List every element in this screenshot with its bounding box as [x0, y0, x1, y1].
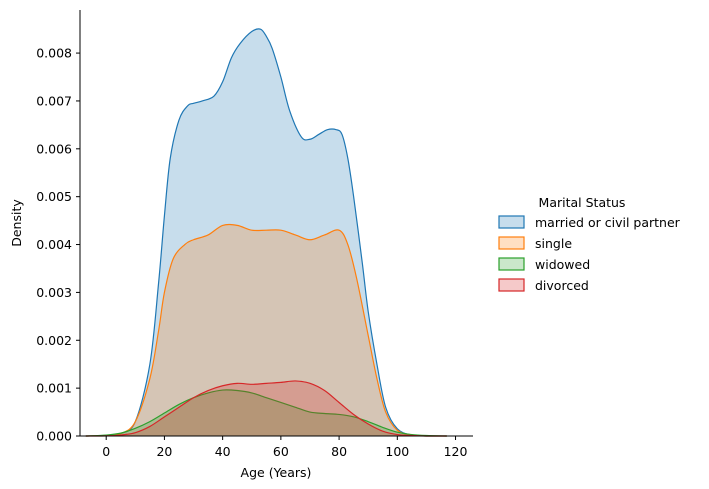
x-tick-label: 80: [331, 444, 347, 459]
y-tick-label: 0.005: [36, 189, 72, 204]
legend-label-widowed: widowed: [535, 257, 590, 272]
y-ticks: 0.000 0.001 0.002 0.003 0.004 0.005 0.006 0.007…: [36, 46, 80, 444]
series-layer: [85, 28, 447, 437]
series-line-widowed: [85, 389, 447, 437]
legend-label-single: single: [535, 236, 572, 251]
y-axis-label: Density: [9, 199, 24, 247]
x-tick-label: 20: [156, 444, 172, 459]
legend-swatch-single: [498, 236, 525, 250]
y-tick-label: 0.004: [36, 237, 72, 252]
legend-label-married: married or civil partner: [535, 215, 681, 230]
series-line-divorced: [85, 380, 447, 437]
legend-title: Marital Status: [539, 195, 626, 210]
legend-swatch-widowed: [498, 257, 525, 271]
x-tick-label: 120: [444, 444, 468, 459]
y-tick-label: 0.000: [36, 429, 72, 444]
series-line-single: [85, 223, 447, 437]
series-area-divorced: [85, 380, 447, 436]
y-tick-label: 0.006: [36, 141, 72, 156]
y-tick-label: 0.001: [36, 381, 72, 396]
x-tick-label: 100: [385, 444, 409, 459]
y-tick-label: 0.007: [36, 93, 72, 108]
x-ticks: 0 20 40 60 80 100 120: [102, 436, 468, 459]
series-area-widowed: [85, 389, 447, 436]
axes: [79, 10, 473, 437]
legend-swatch-married: [498, 215, 525, 229]
y-tick-label: 0.003: [36, 285, 72, 300]
legend-swatch-divorced: [498, 278, 525, 292]
legend-label-divorced: divorced: [535, 278, 589, 293]
x-tick-label: 40: [215, 444, 231, 459]
x-tick-label: 60: [273, 444, 289, 459]
series-area-single: [85, 224, 447, 436]
y-tick-label: 0.008: [36, 46, 72, 61]
y-tick-label: 0.002: [36, 333, 72, 348]
legend: Marital Status married or civil partner s…: [498, 195, 681, 293]
series-line-married: [85, 28, 447, 437]
x-axis-label: Age (Years): [241, 465, 312, 480]
x-tick-label: 0: [102, 444, 110, 459]
